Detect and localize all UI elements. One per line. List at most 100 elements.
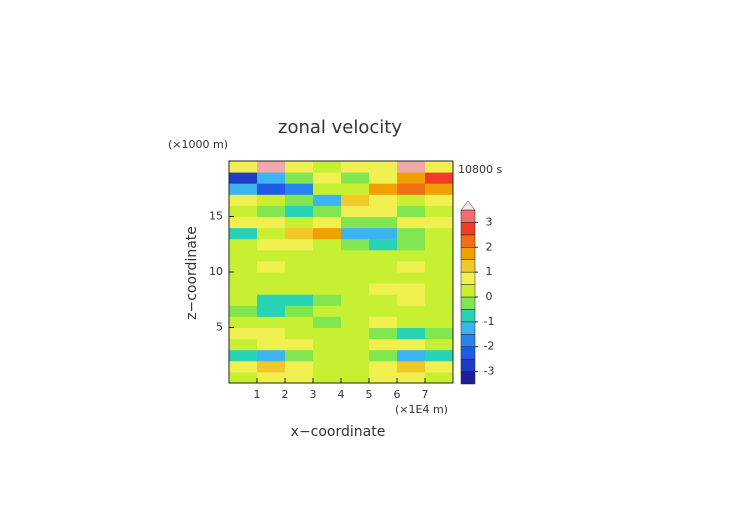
cell [397,172,426,184]
colorbar-box [460,209,476,223]
cell [313,205,342,217]
cell [425,238,454,251]
cell [229,272,258,284]
cell [341,338,370,351]
cell [229,161,258,173]
cell [285,338,314,351]
cell [397,294,426,306]
cell [257,260,286,273]
cell [425,272,454,284]
cell [285,294,314,306]
cell [229,371,258,384]
cell [397,338,426,351]
cell [313,216,342,229]
cell [257,305,286,317]
cell [257,294,286,306]
cell [369,338,398,351]
cell [341,294,370,306]
cell [285,216,314,229]
colorbar-tick-label: 2 [486,240,493,253]
cell [313,238,342,251]
cell [341,194,370,206]
cell [341,161,370,173]
cell [341,327,370,340]
cell [369,283,398,295]
cell [257,316,286,328]
x-tick-label: 2 [282,388,289,401]
cell [425,227,454,240]
cell [285,360,314,373]
cell [369,260,398,273]
cell [313,183,342,195]
cell [369,360,398,373]
cell [257,216,286,229]
cell [257,327,286,340]
colorbar-box [460,259,476,273]
cell [425,338,454,351]
cell [313,272,342,284]
colorbar-box [460,334,476,347]
cell [313,360,342,373]
cell [425,216,454,229]
cell [229,205,258,217]
cell [257,183,286,195]
colorbar-box [460,222,476,236]
cell [341,183,370,195]
cell [341,238,370,251]
x-tick-label: 7 [422,388,429,401]
cell [369,316,398,328]
cell [369,172,398,184]
cell [257,338,286,351]
cell [313,305,342,317]
cell [341,249,370,262]
cell [229,360,258,373]
cell [369,349,398,362]
time-label: 10800 s [458,163,502,176]
colorbar-tick-label: -2 [484,340,495,353]
cell [313,283,342,295]
cell [229,294,258,306]
cell [397,249,426,262]
cell [313,338,342,351]
cell [425,260,454,273]
cell [341,316,370,328]
cell [397,272,426,284]
cell [313,249,342,262]
cell [397,349,426,362]
cell [285,249,314,262]
cell [257,161,286,173]
cell [229,327,258,340]
cell [229,227,258,240]
chart-title: zonal velocity [278,117,402,138]
cell [369,305,398,317]
cell [425,194,454,206]
cell [257,283,286,295]
cell [425,283,454,295]
colorbar-box [460,358,476,372]
colorbar-box [460,247,476,260]
cell [313,172,342,184]
cell [229,260,258,273]
x-axis-label: x−coordinate [291,424,386,440]
cell [341,260,370,273]
colorbar-tick-label: -1 [484,315,495,328]
cell [229,249,258,262]
cell [425,249,454,262]
cell [257,371,286,384]
y-unit: (×1000 m) [168,138,228,151]
cell [397,371,426,384]
cell [397,194,426,206]
cell [313,161,342,173]
cell [285,349,314,362]
cell [369,371,398,384]
cell [341,305,370,317]
cell [397,238,426,251]
cell [229,183,258,195]
cell [285,161,314,173]
cell [257,238,286,251]
cell [369,272,398,284]
cell [229,194,258,206]
cell [229,283,258,295]
cell [257,360,286,373]
